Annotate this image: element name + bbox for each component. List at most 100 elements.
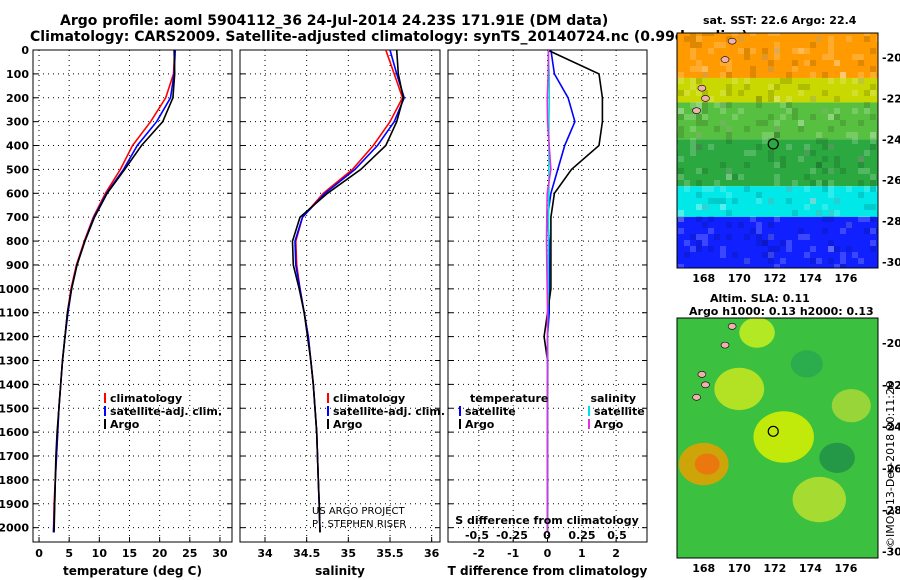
sst-pixel (702, 114, 708, 120)
map-lon-label: 168 (692, 272, 715, 285)
sla-map-subtitle: Argo h1000: 0.13 h2000: 0.13 (689, 305, 874, 318)
sst-pixel (852, 90, 858, 96)
sst-pixel (726, 72, 732, 78)
sst-pixel (858, 168, 864, 174)
x-tick-label: 35 (341, 547, 356, 560)
sst-pixel (696, 132, 702, 138)
sst-pixel (828, 210, 834, 216)
sst-pixel (870, 48, 876, 54)
depth-tick-label: 700 (6, 211, 29, 224)
x-tick-label: 2 (612, 547, 620, 560)
sst-pixel (696, 42, 702, 48)
sst-pixel (834, 108, 840, 114)
sst-pixel (744, 162, 750, 168)
sst-pixel (702, 108, 708, 114)
sst-pixel (678, 216, 684, 222)
sst-pixel (858, 78, 864, 84)
sst-pixel (810, 150, 816, 156)
sst-pixel (846, 132, 852, 138)
sst-pixel (810, 246, 816, 252)
sst-pixel (852, 132, 858, 138)
sst-pixel (768, 150, 774, 156)
sst-pixel (714, 234, 720, 240)
map-lon-label: 176 (834, 562, 857, 575)
x-tick-label: 30 (212, 547, 228, 560)
panel-frame-0 (32, 49, 233, 543)
map-lat-label: -24 (882, 133, 900, 146)
sst-pixel (678, 210, 684, 216)
sst-pixel (684, 114, 690, 120)
sst-pixel (696, 144, 702, 150)
sst-pixel (864, 168, 870, 174)
sst-pixel (840, 168, 846, 174)
sst-pixel (870, 90, 876, 96)
sla-blob (714, 367, 765, 411)
sst-pixel (816, 132, 822, 138)
sst-pixel (750, 66, 756, 72)
sst-pixel (696, 240, 702, 246)
sst-pixel (810, 42, 816, 48)
depth-tick-label: 1600 (0, 426, 29, 439)
sst-pixel (678, 174, 684, 180)
sst-pixel (684, 186, 690, 192)
sst-pixel (810, 198, 816, 204)
sst-pixel (780, 114, 786, 120)
sst-pixel (726, 126, 732, 132)
sst-pixel (756, 222, 762, 228)
sst-pixel (708, 216, 714, 222)
temperature-diff-legend-heading: temperature (470, 392, 548, 405)
sst-pixel (684, 90, 690, 96)
temperature-diff-legend-label: Argo (465, 418, 495, 431)
sst-pixel (726, 174, 732, 180)
sst-map-title: sat. SST: 22.6 Argo: 22.4 (703, 14, 857, 27)
sst-pixel (870, 114, 876, 120)
sst-pixel (804, 60, 810, 66)
sst-pixel (714, 42, 720, 48)
sst-pixel (786, 240, 792, 246)
x-tick-label: -1 (507, 547, 519, 560)
sst-pixel (810, 96, 816, 102)
panel-frame-1 (239, 49, 441, 543)
sst-band (677, 216, 878, 268)
sla-blob (792, 476, 846, 523)
sst-pixel (780, 162, 786, 168)
sst-pixel (768, 246, 774, 252)
sst-pixel (858, 120, 864, 126)
sst-pixel (798, 126, 804, 132)
sst-pixel (828, 36, 834, 42)
sst-pixel (870, 72, 876, 78)
x-tick-label: 1 (578, 547, 586, 560)
depth-tick-label: 400 (6, 140, 29, 153)
sst-pixel (816, 138, 822, 144)
sst-pixel (780, 78, 786, 84)
sst-pixel (846, 36, 852, 42)
sst-pixel (774, 174, 780, 180)
sst-pixel (852, 138, 858, 144)
depth-tick-label: 1100 (0, 307, 29, 320)
depth-tick-label: 600 (6, 187, 29, 200)
sst-pixel (816, 162, 822, 168)
salinity-legend-label: satellite-adj. clim. (333, 405, 445, 418)
sst-pixel (828, 144, 834, 150)
sst-pixel (804, 204, 810, 210)
sst-pixel (780, 258, 786, 264)
sst-pixel (690, 48, 696, 54)
island-shape (727, 323, 737, 330)
sst-pixel (726, 90, 732, 96)
sst-pixel (756, 198, 762, 204)
sst-pixel (768, 156, 774, 162)
sst-pixel (840, 72, 846, 78)
sst-pixel (804, 48, 810, 54)
map-lat-label: -30 (882, 546, 900, 559)
sst-pixel (726, 138, 732, 144)
sst-pixel (750, 33, 756, 36)
sst-pixel (678, 114, 684, 120)
sst-pixel (696, 204, 702, 210)
sst-pixel (696, 102, 702, 108)
sst-pixel (858, 192, 864, 198)
sst-pixel (864, 228, 870, 234)
sst-pixel (846, 222, 852, 228)
sst-pixel (708, 228, 714, 234)
sst-pixel (846, 246, 852, 252)
sst-pixel (756, 228, 762, 234)
